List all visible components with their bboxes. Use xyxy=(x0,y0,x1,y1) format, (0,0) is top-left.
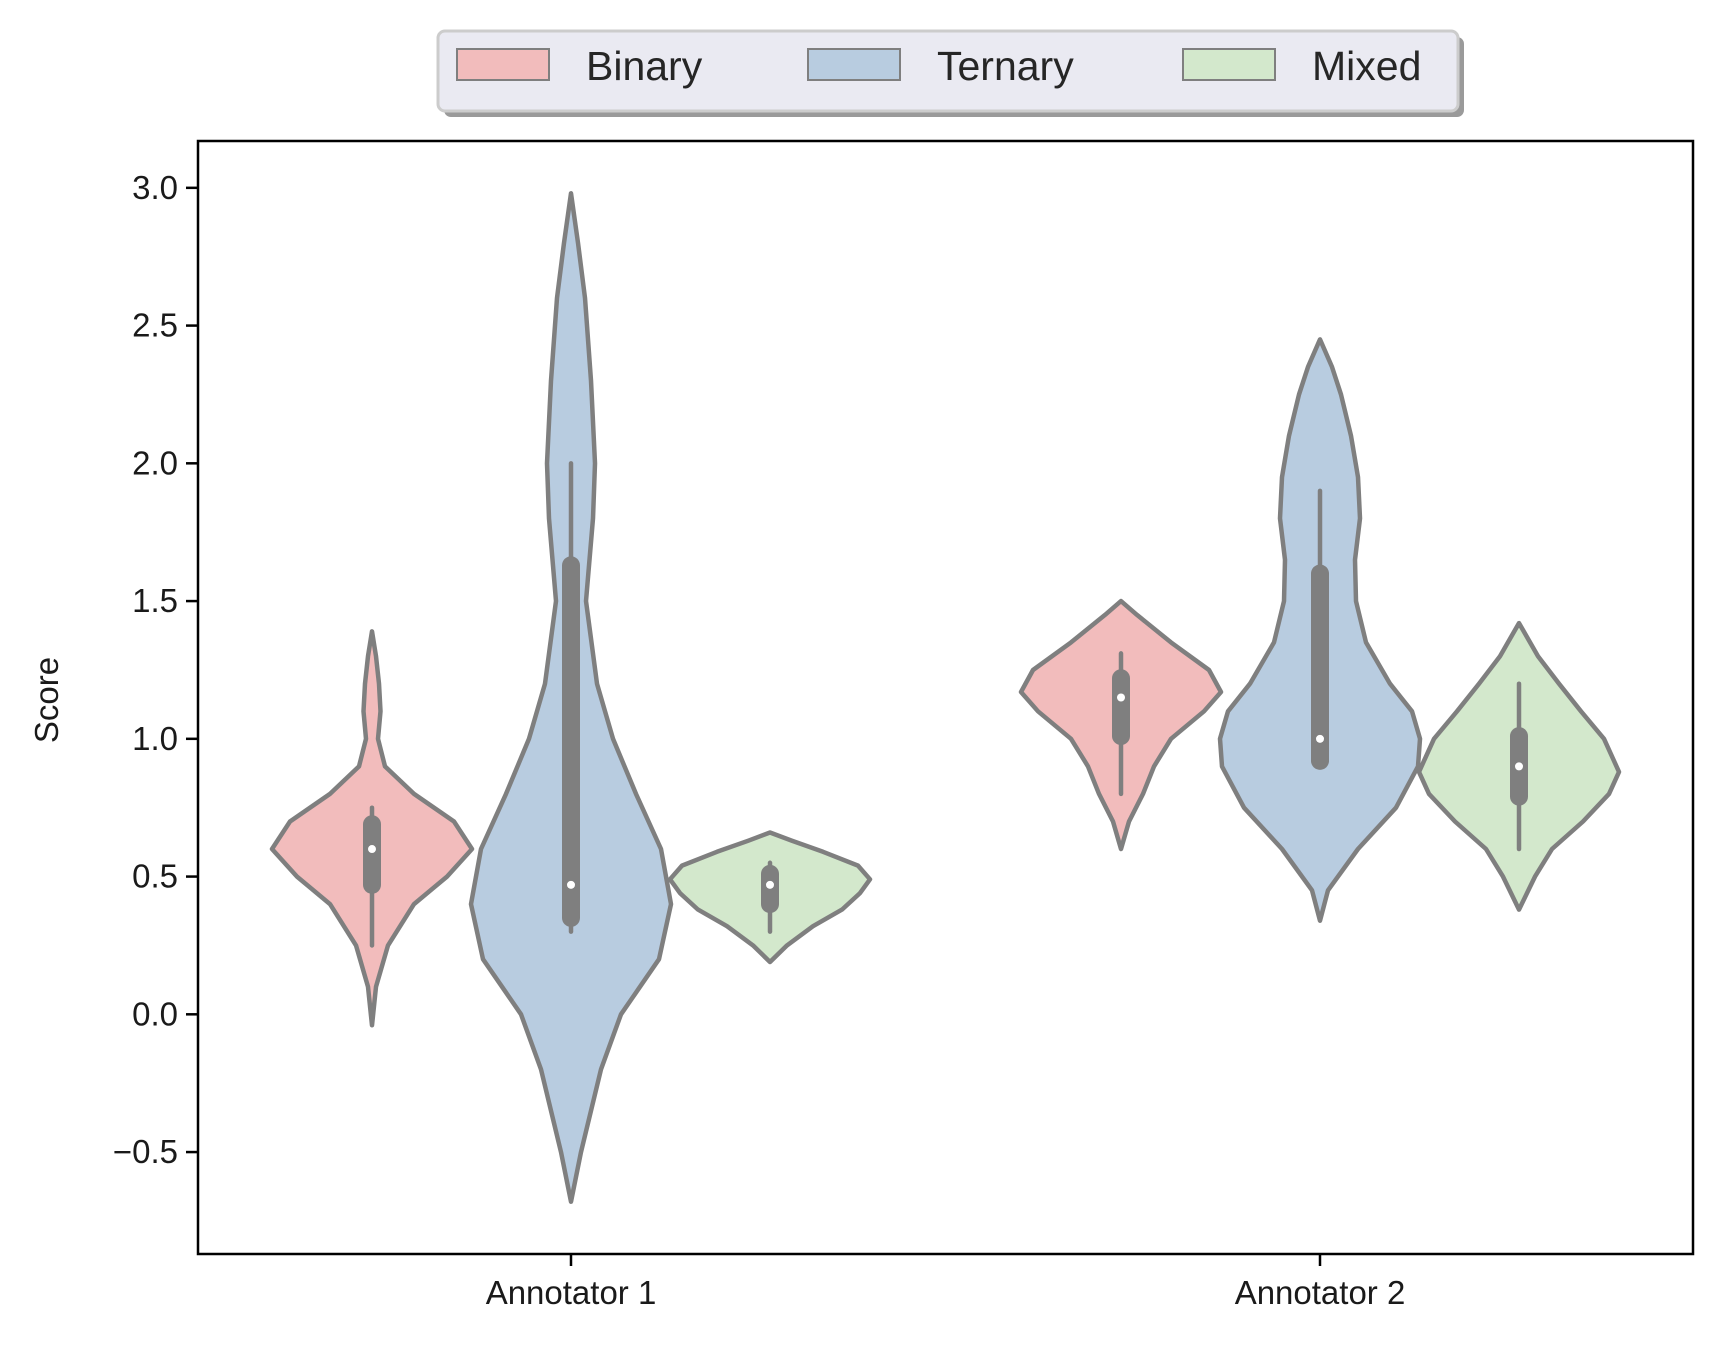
x-tick-label: Annotator 2 xyxy=(1235,1274,1406,1311)
legend-label-binary: Binary xyxy=(586,43,703,89)
violin-median-dot xyxy=(1117,693,1125,702)
legend-swatch-binary xyxy=(456,48,550,81)
y-tick-label: 3.0 xyxy=(132,169,178,206)
y-tick-label: 2.0 xyxy=(132,444,178,481)
legend-swatch-ternary xyxy=(807,48,901,81)
violins-layer xyxy=(269,191,1622,1204)
y-axis: −0.5 0.0 0.5 1.0 1.5 2.0 2.5 3.0 xyxy=(113,169,198,1170)
y-tick-label: 1.0 xyxy=(132,720,178,757)
violin-median-dot xyxy=(368,845,376,854)
x-tick-label: Annotator 1 xyxy=(486,1274,657,1311)
x-axis: Annotator 1 Annotator 2 xyxy=(486,1254,1406,1311)
y-tick-label: 2.5 xyxy=(132,307,178,344)
violin-median-dot xyxy=(567,880,575,889)
legend-swatch-mixed xyxy=(1182,48,1276,81)
y-tick-label: 0.5 xyxy=(132,858,178,895)
legend-label-mixed: Mixed xyxy=(1312,43,1421,89)
violin-median-dot xyxy=(766,880,774,889)
legend: Binary Ternary Mixed xyxy=(436,29,1464,117)
plot-area xyxy=(198,141,1693,1254)
y-axis-title: Score xyxy=(28,657,65,743)
violin-median-dot xyxy=(1515,762,1523,771)
y-tick-label: 0.0 xyxy=(132,995,178,1032)
y-tick-label: 1.5 xyxy=(132,582,178,619)
legend-label-ternary: Ternary xyxy=(937,43,1074,89)
violin-median-dot xyxy=(1316,734,1324,743)
plot-frame xyxy=(196,139,1695,1256)
y-tick-label: −0.5 xyxy=(113,1133,178,1170)
